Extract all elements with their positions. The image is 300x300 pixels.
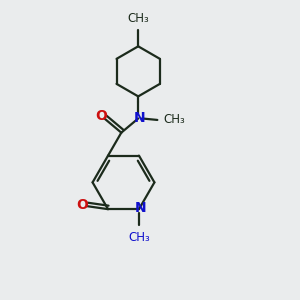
- Text: N: N: [134, 112, 145, 125]
- Text: CH₃: CH₃: [164, 113, 186, 126]
- Text: O: O: [95, 109, 107, 122]
- Text: CH₃: CH₃: [128, 231, 150, 244]
- Text: CH₃: CH₃: [127, 12, 149, 25]
- Text: N: N: [134, 201, 146, 215]
- Text: O: O: [76, 198, 88, 212]
